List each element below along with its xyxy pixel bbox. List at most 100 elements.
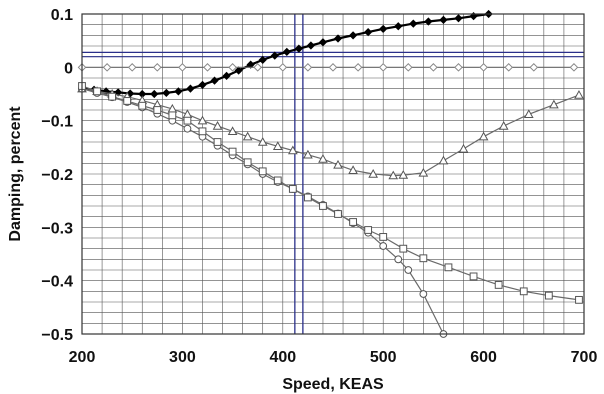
data-point-open-diamond — [228, 63, 237, 72]
data-point-open-square — [258, 167, 267, 176]
data-point-open-square — [123, 97, 132, 105]
x-axis-title: Speed, KEAS — [282, 376, 384, 393]
x-tick-label: 600 — [470, 349, 497, 366]
data-point-open-triangle — [197, 115, 208, 125]
data-point-open-diamond — [529, 63, 539, 72]
data-point-filled-diamond — [394, 22, 403, 31]
data-point-filled-diamond — [186, 84, 195, 93]
y-tick-labels: 0.1 0 −0.1 −0.2 −0.3 −0.4 −0.5 — [41, 7, 73, 344]
x-tick-label: 400 — [269, 349, 296, 366]
data-point-open-diamond — [102, 63, 112, 72]
data-point-filled-diamond — [379, 24, 388, 34]
data-point-open-diamond — [203, 63, 212, 72]
data-point-open-triangle — [318, 154, 328, 163]
data-point-open-triangle — [498, 120, 509, 130]
y-tick-label: −0.3 — [41, 220, 73, 237]
data-point-open-square — [379, 233, 388, 241]
series-open-diamond — [77, 63, 579, 72]
data-point-open-square — [494, 281, 503, 289]
data-point-filled-diamond — [210, 76, 219, 85]
series-open-triangle — [77, 83, 584, 180]
data-point-open-diamond — [403, 63, 413, 72]
data-point-open-square — [364, 226, 373, 234]
data-point-filled-diamond — [174, 87, 183, 96]
data-point-open-square — [198, 127, 207, 136]
data-point-filled-diamond — [469, 12, 478, 21]
data-point-open-square — [273, 176, 282, 185]
data-point-open-square — [349, 218, 357, 226]
data-point-open-triangle — [523, 109, 534, 118]
data-point-open-square — [213, 138, 222, 146]
data-point-filled-diamond — [348, 31, 358, 40]
data-point-open-square — [138, 101, 147, 110]
data-point-open-square — [319, 202, 327, 210]
data-point-filled-diamond — [270, 51, 279, 60]
data-point-open-triangle — [458, 143, 469, 153]
data-point-open-triangle — [398, 170, 409, 179]
data-point-open-diamond — [278, 63, 288, 72]
data-point-filled-diamond — [198, 80, 207, 90]
data-point-filled-diamond — [333, 34, 343, 43]
data-point-open-circle — [379, 242, 388, 250]
data-point-open-triangle — [418, 167, 429, 177]
x-tick-label: 300 — [169, 349, 196, 366]
data-point-open-circle — [419, 290, 428, 298]
data-point-filled-diamond — [162, 88, 171, 98]
data-point-open-square — [93, 87, 101, 96]
y-axis-title: Damping, percent — [7, 106, 24, 242]
data-point-open-square — [334, 210, 342, 218]
data-point-open-square — [228, 147, 237, 156]
data-point-open-square — [544, 291, 553, 300]
data-point-open-triangle — [303, 149, 313, 159]
data-point-filled-diamond — [364, 28, 373, 37]
data-point-open-square — [519, 287, 528, 296]
data-point-filled-diamond — [306, 41, 316, 50]
data-point-filled-diamond — [114, 88, 123, 97]
data-point-open-diamond — [127, 63, 137, 72]
data-point-open-triangle — [368, 168, 379, 178]
series-line-open-triangle — [81, 88, 580, 177]
plot-border — [81, 13, 585, 335]
x-tick-label: 500 — [370, 349, 397, 366]
x-tick-labels: 200 300 400 500 600 700 — [69, 349, 598, 366]
series-open-square — [78, 82, 583, 304]
data-point-filled-diamond — [282, 47, 291, 56]
data-point-open-square — [288, 185, 297, 193]
data-point-filled-diamond — [258, 55, 267, 64]
data-point-filled-diamond — [234, 66, 243, 75]
data-point-filled-diamond — [409, 19, 418, 28]
data-point-open-triangle — [478, 131, 489, 141]
data-point-open-diamond — [429, 63, 438, 72]
data-point-open-triangle — [549, 99, 559, 109]
data-point-open-triangle — [388, 170, 399, 180]
data-point-open-diamond — [504, 63, 514, 72]
data-point-open-diamond — [253, 63, 263, 72]
data-point-open-square — [304, 193, 312, 202]
data-point-filled-diamond — [439, 15, 448, 24]
data-point-filled-diamond — [424, 17, 433, 26]
data-point-open-diamond — [454, 63, 463, 72]
data-point-open-triangle — [333, 159, 343, 169]
data-point-open-diamond — [303, 63, 313, 72]
data-point-open-diamond — [378, 63, 388, 72]
data-point-filled-diamond — [318, 38, 328, 47]
y-tick-label: −0.4 — [41, 274, 73, 291]
data-point-open-circle — [404, 266, 413, 274]
data-point-open-triangle — [212, 120, 223, 130]
y-tick-label: −0.5 — [41, 327, 73, 344]
data-point-open-diamond — [328, 63, 338, 72]
data-point-open-triangle — [574, 90, 584, 99]
data-point-open-diamond — [152, 63, 162, 72]
data-point-open-triangle — [242, 131, 253, 141]
data-point-open-square — [444, 263, 453, 272]
data-point-open-circle — [394, 255, 403, 264]
y-tick-label: −0.2 — [41, 167, 73, 184]
x-tick-label: 200 — [69, 349, 96, 366]
data-point-open-circle — [183, 124, 192, 133]
data-point-open-square — [243, 158, 252, 167]
data-point-open-square — [183, 116, 192, 125]
y-tick-label: −0.1 — [41, 114, 73, 131]
data-point-open-diamond — [353, 63, 363, 72]
data-point-open-triangle — [438, 155, 449, 165]
